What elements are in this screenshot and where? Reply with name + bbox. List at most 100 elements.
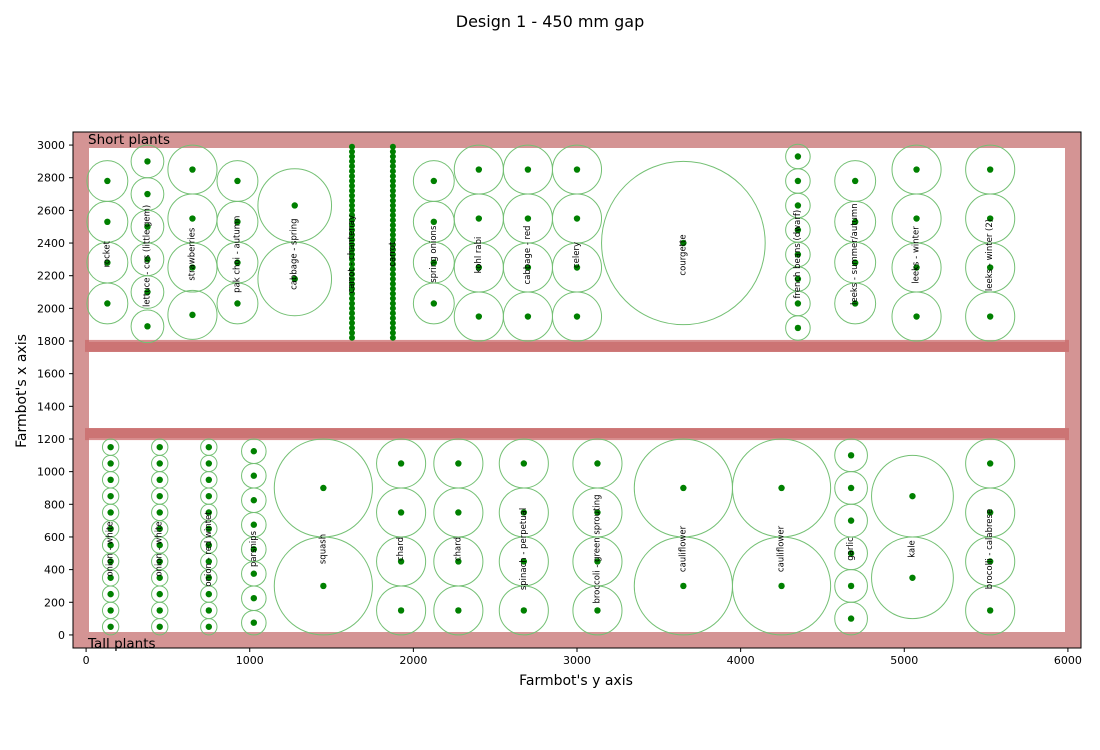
plant-point-17-3 bbox=[156, 574, 163, 581]
plant-spread-14-3 bbox=[891, 144, 942, 195]
plant-spread-2-3 bbox=[167, 144, 218, 195]
plant-point-9-0 bbox=[524, 313, 532, 320]
x-tick-label-4000: 4000 bbox=[727, 654, 755, 667]
short-plants-label: Short plants bbox=[88, 132, 170, 148]
plant-point-1-0 bbox=[144, 323, 151, 330]
plant-spread-22-3 bbox=[433, 438, 484, 489]
plant-point-6-9 bbox=[389, 290, 396, 297]
plant-point-16-10 bbox=[107, 460, 114, 467]
plant-point-6-19 bbox=[389, 241, 396, 248]
plant-point-5-35 bbox=[349, 163, 355, 170]
plant-point-6-36 bbox=[389, 158, 396, 165]
y-axis-label: Farmbot's x axis bbox=[14, 334, 30, 448]
x-tick-label-6000: 6000 bbox=[1054, 654, 1082, 667]
plant-point-19-1 bbox=[250, 594, 258, 602]
plant-point-17-10 bbox=[156, 460, 163, 467]
plant-spread-10-3 bbox=[551, 144, 603, 195]
y-tick-label-200: 200 bbox=[44, 596, 65, 609]
plant-point-0-1 bbox=[104, 259, 111, 266]
plant-label-20: squash bbox=[318, 534, 328, 564]
plant-point-6-23 bbox=[389, 222, 396, 229]
plant-point-24-1 bbox=[594, 558, 601, 565]
y-tick-label-2000: 2000 bbox=[37, 302, 65, 315]
plant-point-27-0 bbox=[847, 615, 855, 622]
plant-point-6-20 bbox=[389, 236, 396, 243]
y-tick-label-2200: 2200 bbox=[37, 270, 65, 283]
plant-point-14-0 bbox=[913, 313, 920, 320]
plant-point-19-7 bbox=[250, 448, 258, 455]
plant-point-5-33 bbox=[349, 173, 355, 180]
plant-label-28: kale bbox=[908, 540, 918, 558]
x-tick-label-0: 0 bbox=[83, 654, 90, 667]
plant-spread-16-11 bbox=[101, 438, 120, 456]
plant-point-22-3 bbox=[455, 460, 462, 467]
plant-point-5-19 bbox=[349, 241, 355, 248]
plant-point-11-0 bbox=[680, 239, 687, 247]
plant-point-5-37 bbox=[349, 153, 355, 160]
plant-point-24-0 bbox=[594, 607, 601, 614]
plant-point-23-3 bbox=[520, 460, 528, 467]
plant-point-1-1 bbox=[144, 288, 151, 296]
plant-point-13-3 bbox=[851, 177, 859, 185]
plant-point-22-1 bbox=[455, 558, 462, 565]
plant-label-24: broccoli - green sprouting bbox=[593, 494, 603, 603]
y-tick-label-1000: 1000 bbox=[37, 466, 65, 479]
plant-point-6-8 bbox=[389, 295, 396, 302]
plant-point-5-23 bbox=[349, 222, 355, 229]
axes-layer: 0 1000 2000 3000 4000 5000 6000 0 200 400 600 800 10… bbox=[37, 131, 1082, 667]
y-tick-label-1800: 1800 bbox=[37, 335, 65, 348]
plant-point-5-30 bbox=[349, 187, 355, 194]
plant-point-20-0 bbox=[320, 582, 327, 590]
plant-point-0-2 bbox=[104, 218, 111, 226]
plant-point-6-17 bbox=[389, 251, 396, 258]
plant-point-6-22 bbox=[389, 226, 396, 233]
plant-point-6-1 bbox=[389, 329, 396, 336]
plant-spread-23-3 bbox=[498, 438, 549, 489]
plant-point-5-5 bbox=[349, 310, 355, 317]
plant-point-18-9 bbox=[205, 476, 213, 484]
bed-gap bbox=[89, 351, 1065, 429]
plant-point-5-7 bbox=[349, 300, 355, 307]
plant-label-layer: rocket lettuce - cos (little gem) strawber… bbox=[102, 203, 995, 603]
plant-point-6-30 bbox=[389, 187, 396, 194]
plant-point-15-3 bbox=[986, 166, 994, 173]
plant-point-1-2 bbox=[144, 256, 151, 263]
bed-tall bbox=[89, 438, 1065, 632]
plant-point-27-2 bbox=[847, 550, 855, 557]
plant-point-5-20 bbox=[349, 236, 355, 243]
plant-point-2-3 bbox=[189, 166, 196, 173]
plant-point-13-1 bbox=[851, 259, 859, 266]
plant-point-5-36 bbox=[349, 158, 355, 165]
plant-point-4-1 bbox=[291, 202, 298, 209]
plant-point-5-38 bbox=[349, 148, 355, 155]
plant-point-6-16 bbox=[389, 256, 396, 263]
plant-point-7-0 bbox=[430, 300, 438, 307]
plant-point-5-18 bbox=[349, 246, 355, 253]
plant-point-29-3 bbox=[986, 460, 994, 467]
plant-point-3-0 bbox=[234, 300, 241, 307]
plant-point-8-0 bbox=[475, 313, 483, 320]
plant-point-28-1 bbox=[909, 492, 916, 500]
plant-point-6-5 bbox=[389, 310, 396, 317]
plant-point-layer bbox=[104, 143, 994, 630]
plant-point-6-6 bbox=[389, 305, 396, 312]
plant-label-29: brocolli - calabrese bbox=[985, 509, 995, 589]
plant-point-2-0 bbox=[189, 311, 196, 319]
plant-point-7-2 bbox=[430, 218, 438, 226]
plant-label-15: leeks - winter (2) bbox=[985, 219, 995, 291]
plant-point-5-8 bbox=[349, 295, 355, 302]
plant-label-21: chard bbox=[396, 537, 406, 561]
plant-label-25: cauliflower bbox=[678, 525, 688, 572]
plant-spread-26-1 bbox=[731, 438, 832, 538]
plant-point-5-39 bbox=[349, 143, 355, 150]
plant-spread-24-3 bbox=[572, 438, 623, 489]
plant-point-19-3 bbox=[250, 546, 258, 553]
plant-point-16-3 bbox=[107, 574, 114, 581]
plant-point-5-27 bbox=[349, 202, 355, 209]
plant-label-16: onion - white bbox=[106, 521, 116, 576]
plant-point-5-15 bbox=[349, 261, 355, 268]
plant-point-22-0 bbox=[455, 607, 462, 614]
beam-1770 bbox=[85, 339, 1069, 352]
plant-label-5: carrot - chantenay bbox=[347, 215, 357, 293]
plant-point-21-2 bbox=[397, 509, 405, 516]
